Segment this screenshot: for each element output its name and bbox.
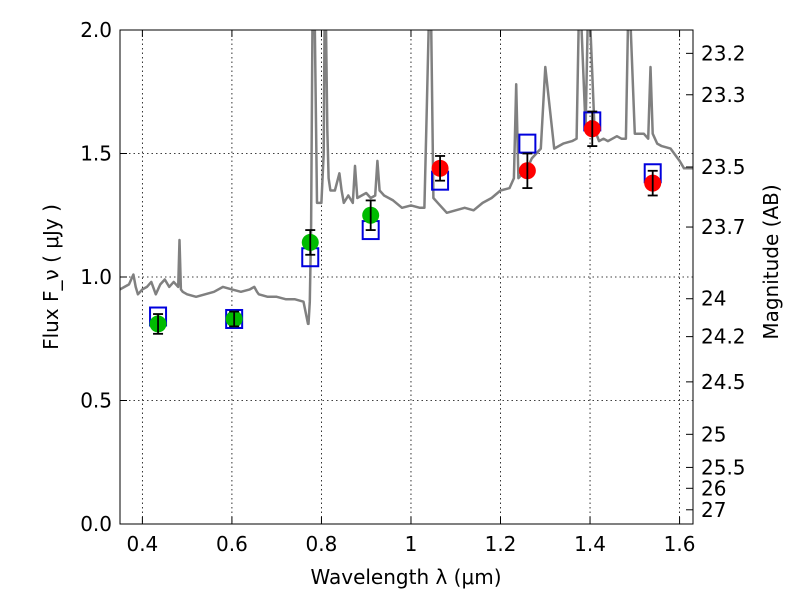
right-tick-label: 27 <box>701 498 726 522</box>
right-tick-label: 26 <box>701 476 726 500</box>
right-axis-label: Magnitude (AB) <box>759 184 783 339</box>
right-tick-label: 25 <box>701 422 726 446</box>
y-tick-label: 0.0 <box>80 512 112 536</box>
y-tick-label: 2.0 <box>80 18 112 42</box>
right-tick-label: 23.2 <box>701 41 746 65</box>
x-tick-label: 1.4 <box>574 532 606 556</box>
x-tick-label: 0.4 <box>126 532 158 556</box>
right-tick-label: 23.5 <box>701 155 746 179</box>
right-tick-label: 23.7 <box>701 215 746 239</box>
y-tick-label: 0.5 <box>80 389 112 413</box>
plot-area <box>120 30 693 335</box>
right-tick-label: 23.3 <box>701 83 746 107</box>
y-tick-label: 1.0 <box>80 265 112 289</box>
right-tick-label: 24.2 <box>701 325 746 349</box>
spectrum-line <box>120 30 693 326</box>
y-tick-label: 1.5 <box>80 142 112 166</box>
axes-ticks: 0.4 0.6 0.8 1 1.2 1.4 1.6 0.0 0.5 1.0 1.5 2.0 23.2 23… <box>80 18 745 556</box>
x-tick-label: 1 <box>405 532 418 556</box>
x-tick-label: 0.8 <box>306 532 338 556</box>
x-tick-label: 0.6 <box>216 532 248 556</box>
x-axis-label: Wavelength λ (μm) <box>310 565 501 589</box>
y-axis-label: Flux F_ν ( μJy ) <box>39 204 63 350</box>
right-tick-label: 24.5 <box>701 370 746 394</box>
right-tick-label: 25.5 <box>701 455 746 479</box>
x-tick-label: 1.2 <box>485 532 517 556</box>
right-tick-label: 24 <box>701 287 726 311</box>
x-tick-label: 1.6 <box>664 532 696 556</box>
